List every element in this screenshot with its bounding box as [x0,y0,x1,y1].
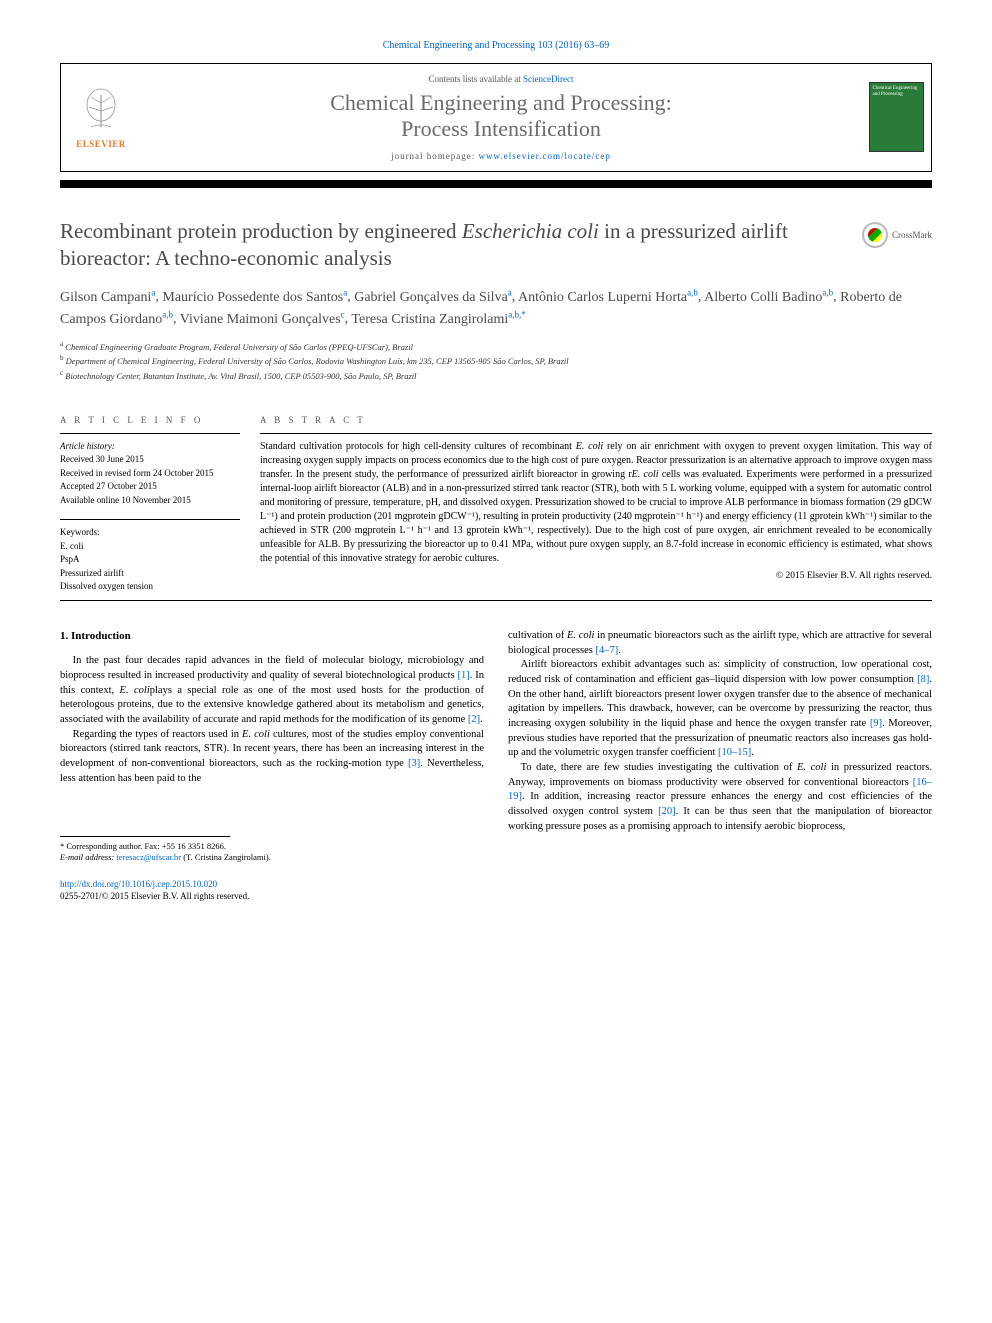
contents-available: Contents lists available at ScienceDirec… [149,74,853,84]
author: Alberto Colli Badinoa,b [704,290,833,305]
contents-prefix: Contents lists available at [429,74,523,84]
right-column: cultivation of E. coli in pneumatic bior… [508,629,932,864]
author: Gilson Campania [60,290,155,305]
corresponding-line: * Corresponding author. Fax: +55 16 3351… [60,841,484,852]
publisher-logo: ELSEVIER [61,64,141,171]
section-heading: 1. Introduction [60,629,484,644]
history-label: Article history: [60,440,240,454]
article-title: Recombinant protein production by engine… [60,218,850,273]
title-species: Escherichia coli [462,219,599,243]
citation-link[interactable]: [8] [917,674,929,685]
citation-link[interactable]: [20] [658,806,676,817]
paragraph: Airlift bioreactors exhibit advantages s… [508,658,932,761]
header-center: Contents lists available at ScienceDirec… [141,64,861,171]
keyword: PspA [60,553,240,567]
citation-link[interactable]: [10–15] [718,747,751,758]
corresponding-author-footnote: * Corresponding author. Fax: +55 16 3351… [60,841,484,863]
citation-link[interactable]: [9] [870,718,882,729]
issn-copyright: 0255-2701/© 2015 Elsevier B.V. All right… [60,890,932,903]
abstract-heading: A B S T R A C T [260,415,932,425]
citation-link[interactable]: [1] [458,670,470,681]
crossmark-icon [862,222,888,248]
keyword: Dissolved oxygen tension [60,580,240,594]
author: Viviane Maimoni Gonçalvesc [180,312,345,327]
page-footer: http://dx.doi.org/10.1016/j.cep.2015.10.… [60,878,932,903]
author: Teresa Cristina Zangirolamia,b,* [351,312,525,327]
abstract-column: A B S T R A C T Standard cultivation pro… [260,403,932,594]
affiliations: a Chemical Engineering Graduate Program,… [60,340,932,383]
authors-list: Gilson Campania, Maurício Possedente dos… [60,286,932,329]
homepage-link[interactable]: www.elsevier.com/locate/cep [479,151,611,161]
citation-link[interactable]: [2] [468,714,480,725]
crossmark-label: CrossMark [892,230,932,240]
email-line: E-mail address: teresacz@ufscar.br (T. C… [60,852,484,863]
citation-link[interactable]: [3] [408,758,420,769]
abstract-text: Standard cultivation protocols for high … [260,433,932,583]
footnote-divider [60,836,230,837]
publisher-name: ELSEVIER [76,139,126,149]
article-info-heading: A R T I C L E I N F O [60,415,240,425]
journal-cover-thumb: Chemical Engineering and Processing [861,64,931,171]
email-link[interactable]: teresacz@ufscar.br [116,852,181,862]
cover-image: Chemical Engineering and Processing [869,82,924,152]
paragraph: Regarding the types of reactors used in … [60,728,484,787]
keywords-label: Keywords: [60,526,240,540]
abstract-bottom-divider [60,600,932,601]
journal-name-line1: Chemical Engineering and Processing: [149,90,853,116]
author: Gabriel Gonçalves da Silvaa [354,290,512,305]
header-divider-bar [60,180,932,188]
homepage-prefix: journal homepage: [391,151,478,161]
header-citation: Chemical Engineering and Processing 103 … [60,40,932,51]
author: Maurício Possedente dos Santosa [162,290,347,305]
paragraph: cultivation of E. coli in pneumatic bior… [508,629,932,658]
received-date: Received 30 June 2015 [60,453,240,467]
article-history: Article history: Received 30 June 2015 R… [60,433,240,508]
affiliation: b Department of Chemical Engineering, Fe… [60,354,932,368]
body-two-columns: 1. Introduction In the past four decades… [60,629,932,864]
crossmark-badge[interactable]: CrossMark [862,222,932,248]
article-info-column: A R T I C L E I N F O Article history: R… [60,403,260,594]
author: Antônio Carlos Luperni Hortaa,b [518,290,698,305]
keyword: Pressurized airlift [60,567,240,581]
paragraph: In the past four decades rapid advances … [60,654,484,727]
keyword: E. coli [60,540,240,554]
doi-link[interactable]: http://dx.doi.org/10.1016/j.cep.2015.10.… [60,878,932,891]
sciencedirect-link[interactable]: ScienceDirect [523,74,573,84]
abstract-copyright: © 2015 Elsevier B.V. All rights reserved… [260,570,932,583]
journal-homepage: journal homepage: www.elsevier.com/locat… [149,151,853,161]
journal-header-box: ELSEVIER Contents lists available at Sci… [60,63,932,172]
left-column: 1. Introduction In the past four decades… [60,629,484,864]
affiliation: c Biotechnology Center, Butantan Institu… [60,369,932,383]
accepted-date: Accepted 27 October 2015 [60,480,240,494]
paragraph: To date, there are few studies investiga… [508,761,932,834]
affiliation: a Chemical Engineering Graduate Program,… [60,340,932,354]
online-date: Available online 10 November 2015 [60,494,240,508]
revised-date: Received in revised form 24 October 2015 [60,467,240,481]
journal-name-line2: Process Intensification [149,116,853,142]
citation-link[interactable]: [4–7] [595,645,618,656]
elsevier-tree-icon [76,85,126,135]
keywords-block: Keywords: E. coli PspA Pressurized airli… [60,519,240,594]
title-pre: Recombinant protein production by engine… [60,219,462,243]
